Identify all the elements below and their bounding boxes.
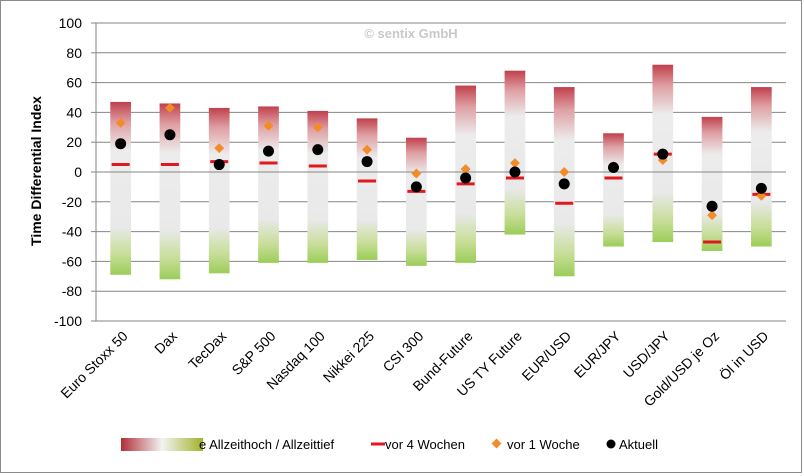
diamond-marker [362, 144, 373, 155]
legend-range-swatch [121, 438, 203, 451]
y-tick-label: -20 [62, 194, 82, 210]
range-bar [258, 106, 279, 263]
y-tick-label: -100 [54, 313, 82, 329]
dot-marker [755, 182, 767, 194]
dot-marker [706, 200, 718, 212]
y-tick-label: 80 [66, 45, 82, 61]
y-tick-label: 0 [74, 164, 82, 180]
range-bar [307, 110, 329, 263]
category-label: S&P 500 [228, 328, 278, 378]
diamond-marker [164, 102, 175, 113]
legend-dot-swatch [606, 439, 616, 449]
y-tick-label: 60 [66, 75, 82, 91]
dot-marker [263, 145, 274, 157]
range-bar [208, 107, 230, 274]
y-tick-label: 20 [66, 134, 82, 150]
category-label: TecDax [185, 328, 229, 372]
diamond-marker [756, 190, 767, 201]
range-bar [356, 118, 378, 260]
legend: e Allzeithoch / Allzeittief vor 4 Wochen… [121, 437, 658, 452]
category-label: Euro Stoxx 50 [57, 328, 131, 402]
diamond-marker [115, 117, 126, 128]
dot-marker [657, 148, 669, 160]
dot-marker [361, 156, 373, 168]
legend-diamond-swatch [491, 438, 502, 449]
range-bar [603, 133, 624, 247]
category-label: EUR/USD [518, 328, 574, 384]
legend-dot-label: Aktuell [619, 437, 658, 452]
diamond-marker [707, 210, 718, 221]
watermark: © sentix GmbH [364, 26, 457, 41]
y-tick-label: 100 [59, 15, 83, 31]
category-label: Dax [151, 328, 180, 357]
legend-diamond-label: vor 1 Woche [507, 437, 580, 452]
range-bar [701, 116, 723, 251]
category-label: Öl in USD [715, 327, 771, 383]
legend-dash-label: vor 4 Wochen [385, 437, 465, 452]
range-bar [406, 137, 427, 266]
y-axis-ticks: 100 80 60 40 20 0 -20 -40 -60 -80 -100 [54, 15, 96, 329]
y-tick-label: -80 [62, 283, 82, 299]
dot-marker [164, 129, 176, 141]
category-label: Nikkei 225 [320, 328, 378, 386]
category-label: EUR/JPY [570, 327, 624, 381]
range-bar [159, 103, 181, 280]
range-bar [504, 70, 526, 235]
dot-marker [213, 159, 225, 171]
y-axis-label: Time Differential Index [28, 96, 44, 246]
dot-marker [115, 138, 127, 150]
diamond-marker [460, 164, 471, 174]
range-bar [110, 101, 131, 275]
diamond-marker [559, 167, 570, 177]
dot-marker [558, 178, 570, 190]
dot-marker [460, 172, 472, 184]
legend-range-label: e Allzeithoch / Allzeittief [199, 437, 335, 452]
y-tick-label: -60 [62, 253, 82, 269]
y-tick-label: 40 [66, 104, 82, 120]
y-tick-label: -40 [62, 224, 82, 240]
diamond-marker [214, 143, 225, 154]
diamond-marker [411, 168, 422, 179]
markers [111, 102, 771, 244]
dot-marker [509, 166, 521, 178]
dot-marker [410, 181, 422, 193]
range-bar [751, 87, 772, 247]
category-label: CSI 300 [379, 328, 426, 375]
dot-marker [608, 162, 619, 174]
dot-marker [312, 144, 324, 156]
